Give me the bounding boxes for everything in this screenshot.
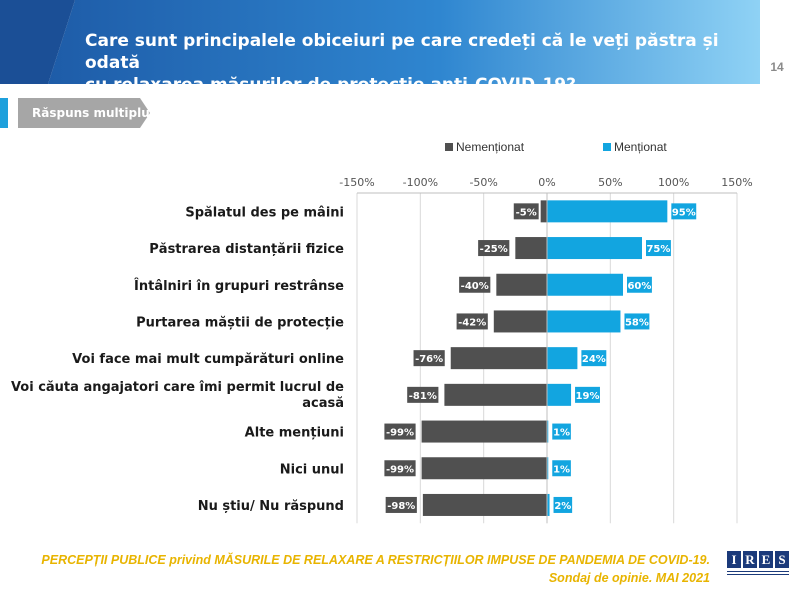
x-tick-label: -50% [469, 176, 497, 189]
x-tick-label: 100% [658, 176, 689, 189]
bar-mentionat [547, 200, 668, 223]
data-label-nementionat: -99% [386, 464, 414, 475]
logo-letter: E [759, 551, 773, 568]
data-label-mentionat: 19% [576, 391, 600, 402]
data-label-box-nementionat [413, 350, 445, 367]
bar-nementionat [493, 310, 547, 333]
data-label-nementionat: -76% [415, 354, 443, 365]
bar-nementionat [444, 383, 547, 406]
data-label-mentionat: 75% [646, 244, 670, 255]
legend-label-nementionat: Nemenționat [456, 140, 525, 154]
data-label-box-mentionat [575, 386, 600, 403]
data-label-box-mentionat [553, 496, 573, 513]
diverging-bar-chart: -150% -100% -50% 0% 50% 100% 150% Spălatul des … [11, 176, 753, 524]
data-label-mentionat: 95% [672, 207, 696, 218]
data-label-nementionat: -5% [516, 207, 537, 218]
response-type-badge [18, 98, 150, 128]
data-label-box-mentionat [624, 313, 650, 330]
page-number: 14 [770, 60, 784, 74]
bar-nementionat [540, 200, 547, 223]
data-label-mentionat: 60% [627, 281, 651, 292]
category-label: Spălatul des pe mâini [185, 205, 344, 220]
page-title-line2: cu relaxarea măsurilor de protecție anti… [85, 75, 576, 95]
data-label-box-mentionat [552, 460, 571, 477]
bar-nementionat [496, 273, 547, 296]
footer-line2: Sondaj de opinie. MAI 2021 [548, 571, 710, 585]
x-tick-label: 150% [721, 176, 752, 189]
logo-letter: S [775, 551, 789, 568]
data-label-mentionat: 24% [582, 354, 606, 365]
bar-mentionat [547, 273, 623, 296]
category-label: Purtarea măștii de protecție [136, 315, 344, 330]
bar-mentionat [547, 310, 621, 333]
logo-underline [727, 571, 789, 575]
legend-swatch-mentionat [603, 143, 611, 151]
data-label-box-nementionat [478, 240, 510, 257]
page-title-line1: Care sunt principalele obiceiuri pe care… [85, 31, 719, 73]
legend-swatch-nementionat [445, 143, 453, 151]
header-band [0, 0, 800, 86]
category-label: Nici unul [280, 462, 344, 477]
logo-letter: R [743, 551, 757, 568]
data-label-nementionat: -81% [409, 391, 437, 402]
data-label-box-nementionat [407, 386, 439, 403]
legend-item-nementionat: Nemenționat [445, 140, 524, 154]
bar-nementionat [422, 493, 547, 516]
category-label: Voi căuta angajatori care îmi permit luc… [11, 380, 344, 411]
footer-line1: PERCEPȚII PUBLICE privind MĂSURILE DE RE… [41, 553, 710, 567]
data-label-mentionat: 2% [554, 501, 571, 512]
bar-nementionat [421, 457, 547, 480]
data-label-nementionat: -42% [458, 317, 486, 328]
category-label: Nu știu/ Nu răspund [198, 499, 344, 514]
data-label-mentionat: 1% [553, 464, 570, 475]
data-label-box-mentionat [671, 203, 697, 220]
bar-mentionat [547, 237, 642, 260]
bar-nementionat [515, 237, 547, 260]
legend-item-mentionat: Menționat [603, 140, 667, 154]
category-label-line: acasă [302, 396, 344, 411]
category-label: Alte mențiuni [245, 426, 344, 441]
x-tick-label: -100% [403, 176, 438, 189]
bar-nementionat [450, 347, 547, 370]
data-label-box-nementionat [456, 313, 488, 330]
data-label-nementionat: -25% [480, 244, 508, 255]
bar-mentionat [547, 383, 572, 406]
category-label: Voi face mai mult cumpărături online [72, 352, 344, 367]
bar-nementionat [421, 420, 547, 443]
x-tick-label: 0% [538, 176, 555, 189]
category-label: Întâlniri în grupuri restrânse [134, 278, 344, 294]
data-label-box-nementionat [513, 203, 539, 220]
data-label-box-nementionat [384, 460, 416, 477]
data-label-box-mentionat [581, 350, 607, 367]
x-tick-label: -150% [339, 176, 374, 189]
data-label-nementionat: -99% [386, 428, 414, 439]
badge-accent [0, 98, 8, 128]
data-label-box-mentionat [627, 276, 652, 293]
data-label-box-nementionat [385, 496, 417, 513]
data-label-box-nementionat [459, 276, 491, 293]
data-label-nementionat: -40% [461, 281, 489, 292]
category-label-line: Voi căuta angajatori care îmi permit luc… [11, 380, 344, 395]
data-label-mentionat: 1% [553, 428, 570, 439]
data-label-box-nementionat [384, 423, 416, 440]
logo-letter: I [727, 551, 741, 568]
bar-mentionat [547, 347, 578, 370]
data-label-box-mentionat [646, 240, 671, 257]
legend-label-mentionat: Menționat [614, 140, 667, 154]
data-label-nementionat: -98% [387, 501, 415, 512]
bar-mentionat [547, 420, 549, 443]
x-tick-label: 50% [598, 176, 622, 189]
data-label-mentionat: 58% [625, 317, 649, 328]
page-title: Care sunt principalele obiceiuri pe care… [85, 30, 725, 96]
category-label: Păstrarea distanțării fizice [149, 242, 344, 257]
data-label-box-mentionat [552, 423, 571, 440]
bar-mentionat [547, 457, 549, 480]
bar-mentionat [547, 493, 550, 516]
badge-label: Răspuns multiplu [32, 106, 150, 120]
